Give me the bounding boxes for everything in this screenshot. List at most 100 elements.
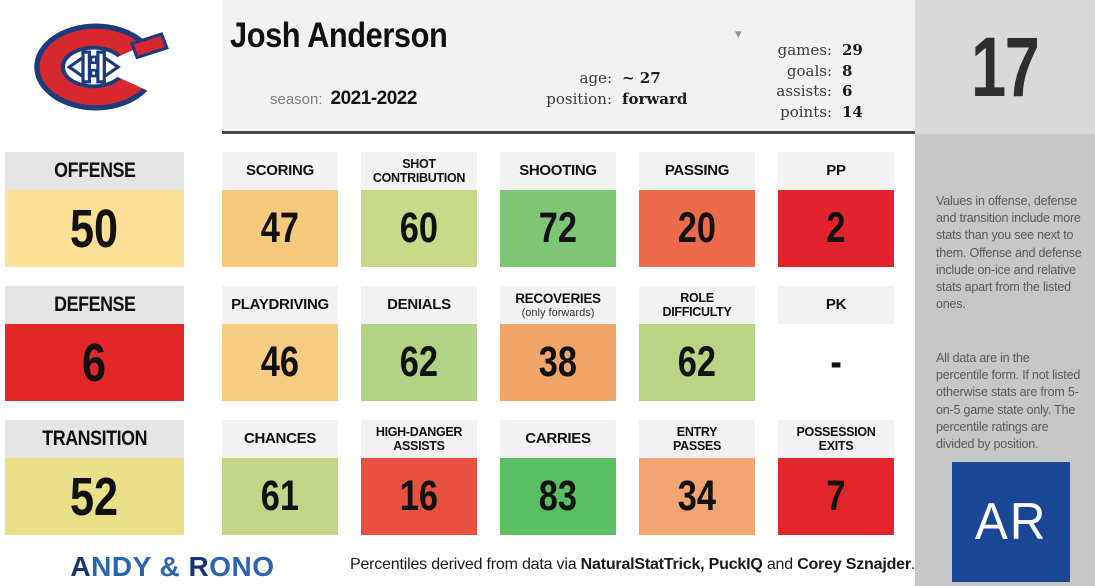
defense-label: DEFENSE <box>53 293 136 316</box>
stat-value: 2 <box>826 204 846 252</box>
stat-value: - <box>830 338 842 386</box>
points-label: points: <box>780 102 832 121</box>
stat-value: 7 <box>826 472 846 520</box>
stat-label: ROLE DIFFICULTY <box>662 291 732 319</box>
summary-offense: OFFENSE 50 <box>5 152 184 267</box>
stat-cell-scoring: SCORING 47 <box>222 152 338 267</box>
jersey-number: 17 <box>971 19 1040 114</box>
assists-row: assists: 6 <box>750 81 863 102</box>
transition-label-box: TRANSITION <box>5 420 184 458</box>
points-value: 14 <box>842 102 863 121</box>
stat-cell-carries: CARRIES 83 <box>500 420 616 535</box>
stat-cell-possession-exits: POSSESSION EXITS 7 <box>778 420 894 535</box>
stat-label: HIGH-DANGER ASSISTS <box>375 425 463 453</box>
transition-label: TRANSITION <box>42 427 147 450</box>
stat-label: DENIALS <box>387 295 451 313</box>
brand-text: ONO <box>209 551 275 582</box>
stat-value: 83 <box>538 472 578 520</box>
age-value: ~ 27 <box>622 69 661 87</box>
montreal-canadiens-logo <box>30 20 170 116</box>
brand-initial-a: A <box>70 551 92 582</box>
goals-label: goals: <box>786 61 832 80</box>
credit-text: and <box>762 556 798 573</box>
offense-value-box: 50 <box>5 190 184 267</box>
bio-block: age: ~ 27 position: forward <box>502 68 687 109</box>
offense-label-box: OFFENSE <box>5 152 184 190</box>
sidebar-note-1: Values in offense, defense and transitio… <box>936 194 1082 312</box>
stat-cell-passing: PASSING 20 <box>639 152 755 267</box>
stats-grid: SCORING 47 SHOT CONTRIBUTION 60 SHOOTING… <box>222 152 894 535</box>
stat-label: SCORING <box>246 161 314 179</box>
stat-value: 16 <box>399 472 439 520</box>
totals-block: games: 29 goals: 8 assists: 6 points: 14 <box>750 40 863 122</box>
stat-label: ENTRY PASSES <box>673 425 721 453</box>
stat-cell-pk: PK - <box>778 286 894 401</box>
stat-cell-recoveries: RECOVERIES (only forwards) 38 <box>500 286 616 401</box>
stat-label: POSSESSION EXITS <box>796 425 876 453</box>
brand-wordmark: ANDY & RONO <box>0 551 345 583</box>
chevron-down-icon[interactable]: ▾ <box>735 26 742 41</box>
season-label: season: <box>270 91 323 108</box>
position-row: position: forward <box>502 89 687 110</box>
credit-source-2: Corey Sznajder <box>797 556 911 573</box>
points-row: points: 14 <box>750 102 863 123</box>
stat-value: 60 <box>399 204 439 252</box>
season-value: 2021-2022 <box>330 88 418 109</box>
stat-value: 47 <box>260 204 300 252</box>
ar-logo-text: AR <box>974 493 1048 551</box>
summary-transition: TRANSITION 52 <box>5 420 184 535</box>
stat-cell-denials: DENIALS 62 <box>361 286 477 401</box>
stat-label: RECOVERIES <box>515 290 601 306</box>
data-credit: Percentiles derived from data via Natura… <box>350 556 915 574</box>
season-row: season: 2021-2022 <box>270 88 417 110</box>
games-row: games: 29 <box>750 40 863 61</box>
sidebar: Values in offense, defense and transitio… <box>915 134 1095 586</box>
age-label: age: <box>579 69 612 87</box>
games-label: games: <box>777 41 832 59</box>
offense-label: OFFENSE <box>53 159 136 182</box>
transition-value-box: 52 <box>5 458 184 535</box>
stat-value: 72 <box>538 204 578 252</box>
stat-value: 62 <box>677 338 717 386</box>
transition-value: 52 <box>70 466 119 527</box>
stat-label: PK <box>825 295 847 313</box>
goals-value: 8 <box>842 61 853 80</box>
assists-label: assists: <box>776 82 832 100</box>
stat-label: CHANCES <box>243 429 317 447</box>
brand-initial-r: R <box>188 551 210 582</box>
defense-value-box: 6 <box>5 324 184 401</box>
age-row: age: ~ 27 <box>502 68 687 89</box>
stat-label: CARRIES <box>525 429 591 447</box>
assists-value: 6 <box>842 82 853 100</box>
stat-cell-shooting: SHOOTING 72 <box>500 152 616 267</box>
position-value: forward <box>622 89 688 108</box>
credit-text: Percentiles derived from data via <box>350 556 581 573</box>
stat-cell-entry-passes: ENTRY PASSES 34 <box>639 420 755 535</box>
sidebar-note-2: All data are in the percentile form. If … <box>936 351 1081 452</box>
stat-label: PP <box>826 161 846 179</box>
stat-sublabel: (only forwards) <box>521 307 595 320</box>
stat-cell-shot-contribution: SHOT CONTRIBUTION 60 <box>361 152 477 267</box>
defense-value: 6 <box>82 332 107 393</box>
stat-value: 38 <box>538 338 578 386</box>
summary-defense: DEFENSE 6 <box>5 286 184 401</box>
stat-cell-role-difficulty: ROLE DIFFICULTY 62 <box>639 286 755 401</box>
andy-rono-logo: AR <box>952 462 1070 582</box>
stat-value: 34 <box>677 472 717 520</box>
stat-value: 61 <box>260 472 300 520</box>
stat-cell-playdriving: PLAYDRIVING 46 <box>222 286 338 401</box>
goals-row: goals: 8 <box>750 61 863 82</box>
defense-label-box: DEFENSE <box>5 286 184 324</box>
header: Josh Anderson season: 2021-2022 ▾ age: ~ 2… <box>222 0 915 134</box>
stat-value: 46 <box>260 338 300 386</box>
stat-cell-chances: CHANCES 61 <box>222 420 338 535</box>
stat-cell-pp: PP 2 <box>778 152 894 267</box>
credit-source-1: NaturalStatTrick, PuckIQ <box>580 556 763 573</box>
stat-label: PASSING <box>664 161 730 179</box>
stat-label: PLAYDRIVING <box>231 295 329 313</box>
stat-value: 62 <box>399 338 439 386</box>
stat-cell-high-danger-assists: HIGH-DANGER ASSISTS 16 <box>361 420 477 535</box>
page-title: Josh Anderson <box>230 16 448 55</box>
stat-value: 20 <box>677 204 717 252</box>
stat-label: SHOT CONTRIBUTION <box>372 157 466 185</box>
